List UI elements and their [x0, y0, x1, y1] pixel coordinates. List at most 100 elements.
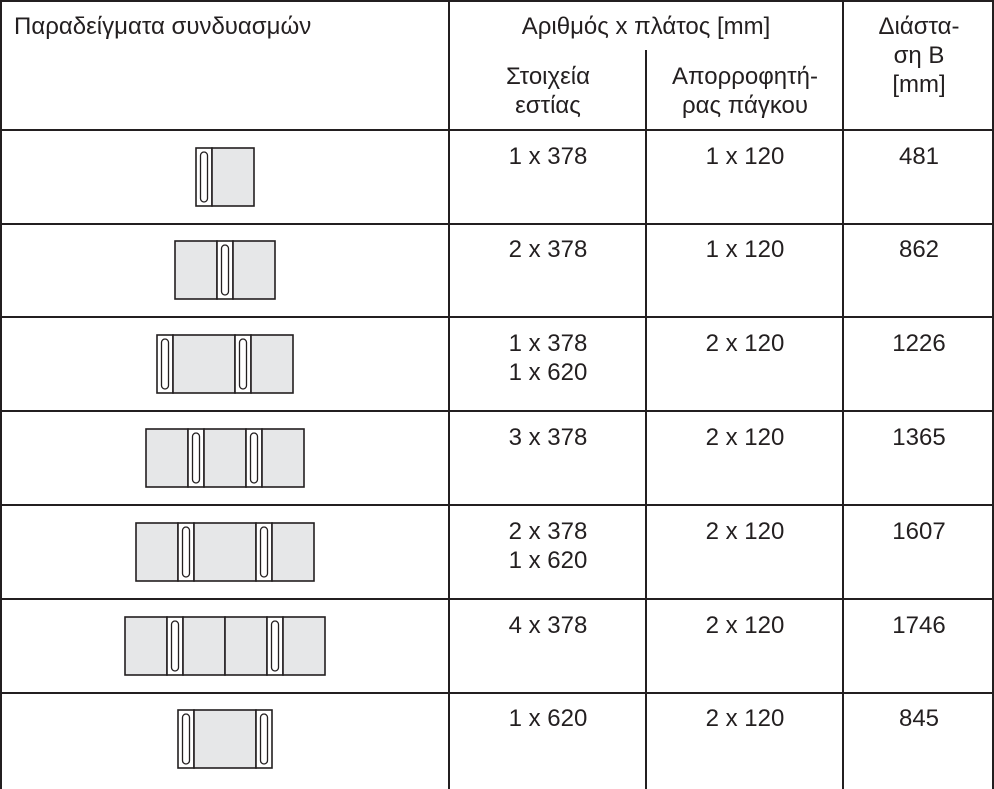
hob-module-378: [231, 240, 276, 300]
table-right-border: [992, 0, 994, 789]
worktop-extractor-module: [186, 428, 205, 488]
hob-module-378: [181, 616, 226, 676]
worktop-extractor-module: [233, 334, 252, 394]
row-separator: [0, 223, 994, 225]
worktop-extractor-module: [165, 616, 184, 676]
row-separator: [0, 692, 994, 694]
diagram-cell: [134, 521, 316, 583]
worktop-extractor-module: [194, 147, 213, 207]
hob-element-line: 2 x 378: [508, 518, 588, 545]
diagram-cell: [123, 615, 327, 677]
col-divider-3: [842, 0, 844, 789]
combination-diagram: [144, 428, 305, 488]
extractor-slot: [191, 432, 200, 484]
combination-diagram: [155, 334, 294, 394]
table-top-border: [0, 0, 994, 2]
hob-module-378: [210, 147, 255, 207]
worktop-extractor-module: [254, 522, 273, 582]
cell-hob-elements: 1 x 378 1 x 620: [450, 329, 646, 387]
cell-hob-elements: 1 x 378: [450, 142, 646, 171]
worktop-extractor-module: [215, 240, 234, 300]
extractor-slot: [259, 713, 268, 765]
cell-worktop-extractor: 2 x 120: [705, 330, 785, 357]
worktop-extractor-module: [155, 334, 174, 394]
hob-element-line: 1 x 378: [508, 143, 588, 170]
hob-module-378: [270, 522, 315, 582]
worktop-extractor-module: [254, 709, 273, 769]
cell-dimension-b: 1746: [892, 612, 946, 639]
hob-module-378: [260, 428, 305, 488]
diagram-cell: [173, 239, 277, 301]
extractor-slot: [181, 526, 190, 578]
combination-diagram: [176, 709, 273, 769]
header-combination-examples: Παραδείγματα συνδυασμών: [14, 13, 312, 40]
combination-diagram: [173, 240, 276, 300]
hob-element-line: 2 x 378: [508, 236, 588, 263]
extractor-slot: [170, 620, 179, 672]
combination-diagram: [194, 147, 255, 207]
hob-element-line: 1 x 620: [508, 705, 588, 732]
cell-hob-elements: 2 x 378 1 x 620: [450, 517, 646, 575]
cell-dimension-b: 845: [898, 705, 940, 732]
worktop-extractor-module: [244, 428, 263, 488]
cell-dimension-b: 1226: [892, 330, 946, 357]
cell-hob-elements: 3 x 378: [450, 423, 646, 452]
extractor-slot: [220, 244, 229, 296]
hob-element-line: 4 x 378: [508, 612, 588, 639]
cell-worktop-extractor: 2 x 120: [705, 705, 785, 732]
cell-dimension-b: 862: [898, 236, 940, 263]
hob-module-378: [144, 428, 189, 488]
hob-module-378: [249, 334, 294, 394]
hob-module-378: [281, 616, 326, 676]
header-worktop-extractor: Απορροφητή-ρας πάγκου: [672, 63, 818, 119]
hob-module-620: [192, 709, 257, 769]
hob-module-378: [223, 616, 268, 676]
row-separator: [0, 316, 994, 318]
row-separator: [0, 504, 994, 506]
diagram-cell: [155, 333, 295, 395]
hob-element-line: 1 x 620: [508, 547, 588, 574]
cell-hob-elements: 4 x 378: [450, 611, 646, 640]
cell-hob-elements: 2 x 378: [450, 235, 646, 264]
extractor-slot: [259, 526, 268, 578]
hob-module-378: [123, 616, 168, 676]
extractor-slot: [249, 432, 258, 484]
cell-hob-elements: 1 x 620: [450, 704, 646, 733]
hob-module-620: [171, 334, 236, 394]
header-bottom-border: [0, 129, 994, 131]
col-divider-1: [448, 0, 450, 789]
diagram-cell: [194, 146, 256, 208]
header-count-width: Αριθμός x πλάτος [mm]: [521, 13, 771, 40]
extractor-slot: [181, 713, 190, 765]
hob-element-line: 1 x 378: [508, 330, 588, 357]
cell-dimension-b: 481: [898, 143, 940, 170]
worktop-extractor-module: [176, 522, 195, 582]
cell-worktop-extractor: 2 x 120: [705, 518, 785, 545]
worktop-extractor-module: [265, 616, 284, 676]
extractor-slot: [160, 338, 169, 390]
extractor-slot: [238, 338, 247, 390]
header-hob-elements: Στοιχεία εστίας: [505, 63, 590, 119]
diagram-cell: [144, 427, 306, 489]
hob-module-620: [192, 522, 257, 582]
cell-dimension-b: 1365: [892, 424, 946, 451]
row-separator: [0, 410, 994, 412]
worktop-extractor-module: [176, 709, 195, 769]
col-divider-2: [645, 50, 647, 789]
hob-module-378: [202, 428, 247, 488]
cell-worktop-extractor: 2 x 120: [705, 612, 785, 639]
table-left-border: [0, 0, 2, 789]
combination-diagram: [134, 522, 315, 582]
extractor-slot: [270, 620, 279, 672]
extractor-slot: [199, 151, 208, 203]
hob-module-378: [173, 240, 218, 300]
diagram-cell: [176, 708, 274, 770]
hob-module-378: [134, 522, 179, 582]
cell-worktop-extractor: 1 x 120: [705, 236, 785, 263]
cell-worktop-extractor: 1 x 120: [705, 143, 785, 170]
cell-worktop-extractor: 2 x 120: [705, 424, 785, 451]
combination-diagram: [123, 616, 326, 676]
hob-element-line: 1 x 620: [508, 359, 588, 386]
cell-dimension-b: 1607: [892, 518, 946, 545]
